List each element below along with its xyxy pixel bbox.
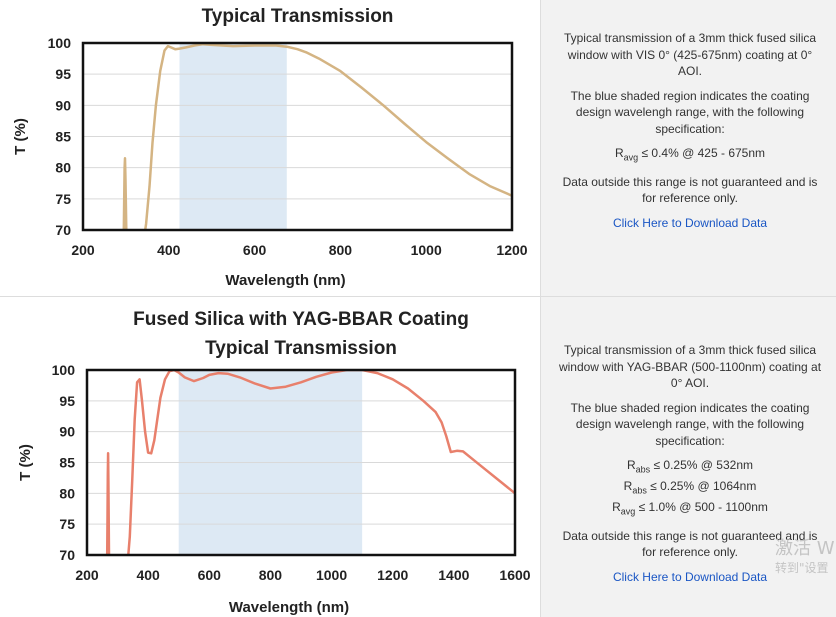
x-tick-label: 1200	[377, 567, 408, 583]
chart-panel-yag-bbar: Fused Silica with YAG-BBAR Coating Typica…	[0, 297, 540, 617]
x-tick-label: 200	[71, 242, 95, 258]
product-row-vis: Typical Transmission 70 75 80 85 90 95 100 200 40…	[0, 0, 836, 297]
chart-title: Fused Silica with YAG-BBAR Coating	[133, 309, 469, 330]
spec-line: Ravg ≤ 1.0% @ 500 - 1100nm	[555, 499, 825, 520]
spec-value: ≤ 0.4% @ 425 - 675nm	[638, 146, 766, 160]
y-tick-label: 95	[59, 393, 75, 409]
y-tick-label: 90	[55, 97, 71, 113]
y-tick-label: 80	[55, 160, 71, 176]
chart-panel-vis: Typical Transmission 70 75 80 85 90 95 100 200 40…	[0, 0, 540, 296]
y-tick-label: 95	[55, 66, 71, 82]
x-tick-label: 600	[198, 567, 222, 583]
shaded-region-text: The blue shaded region indicates the coa…	[570, 400, 810, 448]
transmission-series-line	[143, 43, 512, 230]
product-row-yag-bbar: Fused Silica with YAG-BBAR Coating Typica…	[0, 297, 836, 617]
y-tick-label: 100	[48, 35, 72, 51]
transmission-series-line	[122, 157, 129, 230]
disclaimer-text: Data outside this range is not guarantee…	[562, 174, 818, 206]
x-axis-label: Wavelength (nm)	[225, 272, 345, 289]
y-tick-label: 85	[59, 455, 75, 471]
info-text-yag-bbar: Typical transmission of a 3mm thick fuse…	[555, 342, 825, 593]
y-tick-label: 80	[59, 485, 75, 501]
transmission-series-line	[105, 452, 111, 555]
chart-title: Typical Transmission	[205, 338, 397, 359]
y-tick-label: 75	[55, 191, 71, 207]
y-tick-label: 70	[55, 222, 71, 238]
info-text-vis: Typical transmission of a 3mm thick fuse…	[555, 30, 825, 239]
x-tick-label: 800	[329, 242, 353, 258]
activation-watermark: 激活 W 转到"设置	[775, 538, 835, 576]
watermark-line-1: 激活 W	[775, 538, 835, 559]
description-text: Typical transmission of a 3mm thick fuse…	[558, 343, 822, 390]
info-panel-vis: Typical transmission of a 3mm thick fuse…	[540, 0, 836, 296]
spec-subscript: avg	[620, 506, 636, 517]
x-tick-label: 400	[136, 567, 160, 583]
spec-list: Rabs ≤ 0.25% @ 532nm Rabs ≤ 0.25% @ 1064n…	[555, 457, 825, 520]
spec-subscript: avg	[623, 152, 639, 163]
x-axis-label: Wavelength (nm)	[229, 599, 349, 616]
y-axis-label: T (%)	[12, 118, 29, 155]
y-tick-label: 70	[59, 547, 75, 563]
download-data-link[interactable]: Click Here to Download Data	[612, 569, 768, 584]
spec-line: Rabs ≤ 0.25% @ 1064nm	[555, 478, 825, 499]
spec-symbol: R	[612, 499, 621, 514]
transmission-series-line	[127, 370, 515, 555]
transmission-chart-vis: Typical Transmission 70 75 80 85 90 95 100 200 40…	[12, 6, 528, 289]
chart-title: Typical Transmission	[202, 6, 394, 27]
x-tick-label: 1400	[438, 567, 469, 583]
x-tick-label: 600	[243, 242, 267, 258]
x-tick-label: 400	[157, 242, 181, 258]
spec-symbol: R	[623, 478, 633, 493]
y-tick-label: 100	[52, 362, 76, 378]
info-panel-yag-bbar: Typical transmission of a 3mm thick fuse…	[540, 297, 836, 617]
spec-list: Ravg ≤ 0.4% @ 425 - 675nm	[555, 145, 825, 166]
y-axis-label: T (%)	[17, 444, 34, 481]
x-tick-label: 800	[259, 567, 283, 583]
x-tick-label: 1000	[316, 567, 347, 583]
download-data-link[interactable]: Click Here to Download Data	[612, 215, 768, 230]
plot-frame	[85, 368, 517, 557]
y-tick-label: 90	[59, 424, 75, 440]
spec-value: ≤ 0.25% @ 1064nm	[646, 478, 757, 493]
y-tick-label: 75	[59, 516, 75, 532]
spec-subscript: abs	[632, 485, 647, 496]
spec-symbol: R	[626, 458, 636, 472]
spec-value: ≤ 0.25% @ 532nm	[650, 458, 754, 472]
spec-line: Ravg ≤ 0.4% @ 425 - 675nm	[555, 145, 825, 166]
description-text: Typical transmission of a 3mm thick fuse…	[563, 31, 817, 78]
y-tick-label: 85	[55, 129, 71, 145]
disclaimer-text: Data outside this range is not guarantee…	[562, 528, 818, 560]
spec-subscript: abs	[635, 464, 651, 475]
plot-frame	[81, 41, 514, 232]
watermark-line-2: 转到"设置	[775, 561, 829, 575]
spec-line: Rabs ≤ 0.25% @ 532nm	[555, 457, 825, 478]
x-tick-label: 1600	[499, 567, 530, 583]
x-tick-label: 1000	[411, 242, 442, 258]
shaded-region-text: The blue shaded region indicates the coa…	[570, 88, 810, 136]
spec-value: ≤ 1.0% @ 500 - 1100nm	[635, 499, 768, 514]
x-tick-label: 200	[75, 567, 99, 583]
transmission-chart-yag-bbar: Fused Silica with YAG-BBAR Coating Typica…	[17, 309, 531, 616]
x-tick-label: 1200	[496, 242, 527, 258]
spec-symbol: R	[614, 146, 624, 160]
